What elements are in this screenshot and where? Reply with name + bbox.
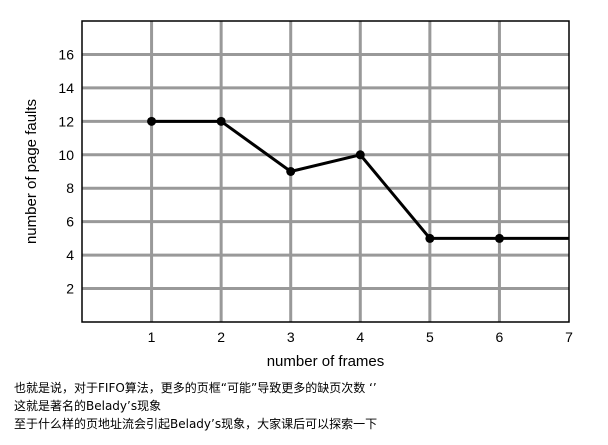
x-tick-label: 7: [565, 329, 573, 345]
caption-line-1: 也就是说，对于FIFO算法，更多的页框“可能”导致更多的缺页次数 ‘’: [14, 381, 377, 395]
x-tick-label: 2: [217, 329, 225, 345]
horizontal-gridlines: [82, 52, 569, 291]
data-point: [355, 150, 365, 160]
y-tick-label: 12: [58, 113, 74, 129]
data-point: [286, 167, 296, 176]
x-tick-label: 6: [496, 329, 504, 345]
x-axis-title: number of frames: [267, 353, 385, 370]
data-point: [216, 116, 226, 126]
y-tick-label: 8: [66, 180, 74, 196]
y-axis-title: number of page faults: [23, 99, 40, 244]
data-point: [494, 233, 504, 243]
x-tick-label: 4: [356, 329, 364, 345]
data-point: [147, 116, 157, 126]
y-tick-label: 4: [66, 247, 74, 263]
x-tick-labels: 1 2 3 4 5 6 7: [148, 329, 573, 345]
x-tick-label: 3: [287, 329, 295, 345]
y-tick-label: 10: [58, 147, 74, 163]
plot-frame: [81, 20, 570, 323]
caption-line-2: 这就是著名的Belady’s现象: [14, 399, 162, 413]
data-point: [425, 233, 435, 243]
y-tick-label: 14: [58, 80, 74, 96]
y-tick-label: 6: [66, 214, 74, 230]
y-tick-label: 16: [58, 46, 74, 62]
y-tick-labels: 2 4 6 8 10 12 14 16: [58, 46, 74, 296]
x-tick-label: 5: [426, 329, 434, 345]
y-tick-label: 2: [66, 281, 74, 297]
x-tick-label: 1: [148, 329, 156, 345]
caption-line-3: 至于什么样的页地址流会引起Belady’s现象，大家课后可以探索一下: [14, 417, 378, 431]
vertical-gridlines: [150, 21, 501, 322]
data-markers: [147, 116, 504, 243]
